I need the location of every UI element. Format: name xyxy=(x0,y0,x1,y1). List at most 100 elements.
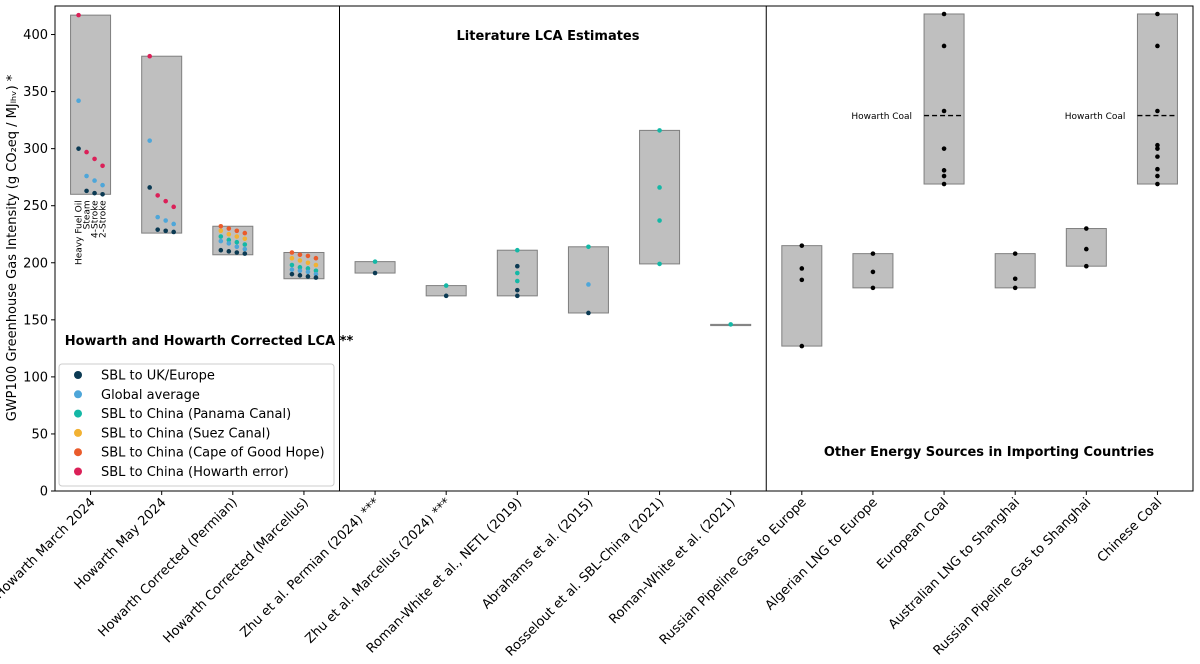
data-point xyxy=(515,278,520,284)
data-point xyxy=(1084,226,1089,231)
y-tick-label: 150 xyxy=(23,313,48,328)
data-point xyxy=(297,258,303,263)
data-point xyxy=(234,234,240,239)
y-tick-label: 200 xyxy=(23,256,48,271)
legend-marker xyxy=(74,371,82,379)
data-point xyxy=(799,266,805,271)
data-point xyxy=(297,265,303,270)
y-tick-label: 400 xyxy=(23,28,48,43)
data-point xyxy=(242,230,248,236)
panel-title-howarth: Howarth and Howarth Corrected LCA ** xyxy=(65,334,354,349)
engine-type-label: 2-Stroke xyxy=(99,200,109,238)
data-point xyxy=(163,228,168,234)
x-tick-label: Zhu et al. Permian (2024) *** xyxy=(238,495,384,641)
data-point xyxy=(799,243,805,248)
data-point xyxy=(226,241,232,246)
legend-label: SBL to China (Suez Canal) xyxy=(101,426,270,441)
range-box xyxy=(923,13,965,185)
data-point xyxy=(155,193,160,198)
data-point xyxy=(163,218,168,223)
legend-label: SBL to China (Cape of Good Hope) xyxy=(101,446,325,461)
y-tick-label: 250 xyxy=(23,199,48,214)
data-point xyxy=(799,343,805,349)
panel-title-literature: Literature LCA Estimates xyxy=(457,29,640,44)
data-point xyxy=(147,138,152,143)
data-point xyxy=(657,261,662,267)
data-point xyxy=(84,188,89,194)
data-point xyxy=(297,252,303,258)
data-point xyxy=(100,163,105,169)
data-point xyxy=(1155,142,1160,148)
range-box xyxy=(639,129,681,265)
data-point xyxy=(289,250,295,255)
x-tick-label: Roman-White et al., NETL (2019) xyxy=(364,495,525,656)
data-point xyxy=(100,182,105,188)
data-point xyxy=(941,173,947,179)
data-point xyxy=(657,218,662,223)
data-point xyxy=(218,223,224,229)
x-tick-label: Australian LNG to Shanghai xyxy=(886,495,1023,632)
data-point xyxy=(313,268,319,274)
data-point xyxy=(313,271,319,277)
data-point xyxy=(171,204,176,210)
data-point xyxy=(870,269,876,275)
x-tick-label: Howarth Corrected (Permian) xyxy=(96,495,241,640)
data-point xyxy=(1155,181,1160,187)
y-axis-label: GWP100 Greenhouse Gas Intensity (g CO₂eq… xyxy=(5,74,20,421)
data-point xyxy=(941,181,947,187)
engine-type-label: 4-Stroke xyxy=(91,200,101,238)
range-box xyxy=(141,55,183,234)
data-point xyxy=(870,285,876,291)
data-point xyxy=(305,266,311,271)
data-point xyxy=(372,270,378,276)
data-point xyxy=(586,310,591,316)
data-point xyxy=(147,185,152,190)
x-tick-label: Zhu et al. Marcellus (2024) *** xyxy=(303,495,455,647)
data-point xyxy=(289,267,295,272)
data-point xyxy=(799,277,805,283)
x-tick-label: Rosselout et al. SBL-China (2021) xyxy=(503,495,667,659)
legend-marker xyxy=(74,467,82,476)
data-point xyxy=(515,293,520,299)
data-point xyxy=(242,246,248,252)
data-point xyxy=(289,255,295,261)
data-point xyxy=(155,227,160,232)
data-point xyxy=(586,244,591,250)
data-point xyxy=(84,149,89,155)
data-point xyxy=(155,214,160,220)
data-point xyxy=(515,270,520,276)
data-point xyxy=(586,282,591,287)
data-point xyxy=(372,259,378,264)
data-point xyxy=(305,260,311,266)
data-point xyxy=(941,43,947,49)
data-point xyxy=(218,228,224,234)
data-point xyxy=(171,221,176,227)
x-tick-label: Russian Pipeline Gas to Shanghai xyxy=(931,495,1094,658)
range-box xyxy=(994,253,1036,289)
data-point xyxy=(313,275,319,280)
legend-frame xyxy=(58,363,335,487)
y-tick-label: 300 xyxy=(23,142,48,157)
y-tick-label: 350 xyxy=(23,85,48,100)
data-point xyxy=(100,191,105,197)
data-point xyxy=(443,293,449,299)
range-box xyxy=(567,246,609,314)
data-point xyxy=(218,247,224,253)
data-point xyxy=(313,255,319,261)
data-point xyxy=(1155,43,1160,49)
data-point xyxy=(657,185,662,190)
data-point xyxy=(242,242,248,247)
range-box xyxy=(781,245,823,347)
data-point xyxy=(313,262,319,268)
y-axis-label-group: GWP100 Greenhouse Gas Intensity (g CO₂eq… xyxy=(5,74,20,421)
data-point xyxy=(1155,154,1160,159)
data-point xyxy=(147,53,152,59)
data-point xyxy=(76,12,81,18)
data-point xyxy=(297,268,303,274)
data-point xyxy=(870,251,876,256)
data-point xyxy=(941,168,947,173)
howarth-coal-label: Howarth Coal xyxy=(851,112,912,122)
data-point xyxy=(1012,251,1018,256)
data-point xyxy=(92,190,97,196)
